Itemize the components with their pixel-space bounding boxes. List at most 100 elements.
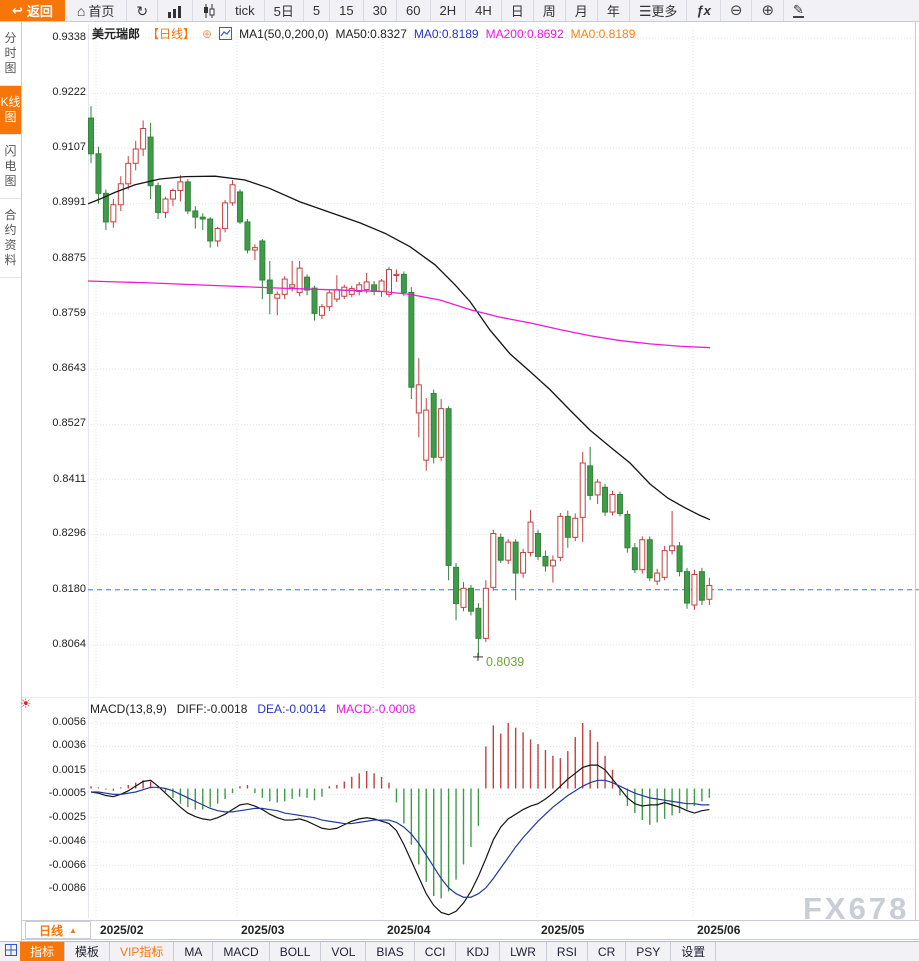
formula-button[interactable]: ƒx xyxy=(687,0,721,21)
candle-body xyxy=(505,541,512,561)
home-button[interactable]: ⌂ 首页 xyxy=(65,0,128,21)
tab-MA[interactable]: MA xyxy=(174,942,214,961)
macd-tick-label: -0.0066 xyxy=(48,858,86,871)
toolbar-interval-30[interactable]: 30 xyxy=(364,0,398,21)
toolbar-interval-5日[interactable]: 5日 xyxy=(265,0,304,21)
candle-body xyxy=(169,189,176,200)
tab-BIAS[interactable]: BIAS xyxy=(366,942,415,961)
candle-body xyxy=(229,184,236,204)
toolbar-interval-5[interactable]: 5 xyxy=(304,0,331,21)
candle-body xyxy=(676,545,683,573)
sidebar-item-分时图[interactable]: 分时图 xyxy=(0,22,21,86)
bar-chart-icon xyxy=(168,5,182,18)
tab-KDJ[interactable]: KDJ xyxy=(456,942,501,961)
tab-CR[interactable]: CR xyxy=(588,942,627,961)
date-label-2025/05: 2025/05 xyxy=(541,923,585,937)
indicator-settings-icon[interactable]: ☀ xyxy=(20,696,32,711)
candle-body xyxy=(237,191,243,223)
date-axis-row xyxy=(22,920,919,940)
zoom-in-button[interactable]: ⊕ xyxy=(752,0,785,21)
home-icon: ⌂ xyxy=(76,2,86,19)
candle-body xyxy=(140,128,147,150)
tab-指标[interactable]: 指标 xyxy=(20,942,66,961)
low-annotation: 0.8039 xyxy=(473,652,524,669)
tab-MACD[interactable]: MACD xyxy=(213,942,270,961)
tab-LWR[interactable]: LWR xyxy=(500,942,547,961)
tab-模板[interactable]: 模板 xyxy=(65,942,111,961)
candle-body xyxy=(624,513,631,549)
candle-body xyxy=(333,289,340,300)
date-label-2025/03: 2025/03 xyxy=(241,923,285,937)
candle-body xyxy=(281,278,288,295)
price-tick-label: 0.9222 xyxy=(52,86,86,99)
candle-body xyxy=(669,545,676,552)
panel-grid-icon[interactable] xyxy=(5,944,17,956)
top-toolbar: ↩ 返回 ⌂ 首页 ↻ tick 5日 5 15 30 60 2H 4H 日周月年 ☰ 更多 ƒ… xyxy=(0,0,919,22)
refresh-button[interactable]: ↻ xyxy=(127,0,159,21)
candle-body xyxy=(356,284,363,292)
tab-VOL[interactable]: VOL xyxy=(321,942,367,961)
price-legend: 美元瑞郎 【日线】 ⊕ MA1(50,0,200,0) MA50:0.8327 … xyxy=(92,25,635,42)
candle-body xyxy=(214,228,221,242)
triangle-up-icon: ▲ xyxy=(69,925,77,935)
candle-body xyxy=(162,198,169,213)
candle-body xyxy=(95,153,102,194)
toolbar-interval-年[interactable]: 年 xyxy=(598,0,630,21)
candle-body xyxy=(117,183,124,206)
tab-设置[interactable]: 设置 xyxy=(671,942,717,961)
candle-body xyxy=(415,384,422,414)
sidebar-item-合约资料[interactable]: 合约资料 xyxy=(0,199,21,278)
collapse-circle-icon[interactable]: ⊕ xyxy=(202,26,213,41)
candle-body xyxy=(527,521,534,554)
ma0-blue-value: MA0:0.8189 xyxy=(413,26,479,41)
date-label-2025/06: 2025/06 xyxy=(697,923,741,937)
tab-RSI[interactable]: RSI xyxy=(547,942,588,961)
tab-PSY[interactable]: PSY xyxy=(626,942,672,961)
toolbar-interval-tick[interactable]: tick xyxy=(226,0,265,21)
candle-body xyxy=(639,539,646,571)
macd-tick-label: -0.0005 xyxy=(48,787,86,800)
home-label: 首页 xyxy=(88,4,115,19)
tab-VIP指标[interactable]: VIP指标 xyxy=(110,942,175,961)
toolbar-interval-周[interactable]: 周 xyxy=(534,0,566,21)
price-tick-label: 0.8411 xyxy=(53,472,86,485)
candle-body xyxy=(110,204,117,223)
toolbar-interval-日[interactable]: 日 xyxy=(502,0,534,21)
back-button[interactable]: ↩ 返回 xyxy=(0,0,65,21)
candle-body xyxy=(207,218,214,242)
macd-histogram xyxy=(90,723,711,899)
sidebar-item-K线图[interactable]: K线图 xyxy=(0,86,21,135)
candle-body xyxy=(631,547,638,571)
more-button[interactable]: ☰ 更多 xyxy=(630,0,688,21)
candle-body xyxy=(564,515,571,538)
period-selector[interactable]: 日线 ▲ xyxy=(25,921,91,939)
zoom-out-button[interactable]: ⊖ xyxy=(721,0,753,21)
toolbar-interval-4H[interactable]: 4H xyxy=(466,0,502,21)
sidebar-item-闪电图[interactable]: 闪电图 xyxy=(0,135,21,199)
tab-BOLL[interactable]: BOLL xyxy=(270,942,322,961)
tab-CCI[interactable]: CCI xyxy=(415,942,457,961)
ma-formula: MA1(50,0,200,0) xyxy=(239,26,329,41)
macd-tick-label: -0.0046 xyxy=(48,835,86,848)
candlestick-view-button[interactable] xyxy=(193,0,227,21)
toolbar-interval-60[interactable]: 60 xyxy=(397,0,431,21)
price-tick-label: 0.8527 xyxy=(52,417,86,430)
candle-body xyxy=(490,533,497,588)
toolbar-interval-月[interactable]: 月 xyxy=(566,0,598,21)
bar-chart-view-button[interactable] xyxy=(158,0,194,21)
pencil-icon: ✎ xyxy=(793,2,804,18)
low-price-label: 0.8039 xyxy=(486,655,524,669)
price-tick-label: 0.8875 xyxy=(52,251,86,264)
draw-button[interactable]: ✎ xyxy=(784,0,813,21)
indicator-tab-bar: 指标 模板 VIP指标 MA MACD BOLL VOL BIAS CCI KDJ LWR RSI CR… xyxy=(0,941,919,961)
price-chart-svg[interactable]: 0.8039 xyxy=(22,22,919,941)
toolbar-interval-2H[interactable]: 2H xyxy=(431,0,467,21)
candle-body xyxy=(549,559,556,567)
price-tick-label: 0.8064 xyxy=(52,638,86,650)
candle-body xyxy=(393,273,400,277)
toolbar-interval-15[interactable]: 15 xyxy=(330,0,364,21)
macd-tick-label: 0.0015 xyxy=(52,763,86,776)
candle-body xyxy=(289,284,296,288)
candle-body xyxy=(661,550,668,578)
watermark: FX678 xyxy=(803,891,910,926)
